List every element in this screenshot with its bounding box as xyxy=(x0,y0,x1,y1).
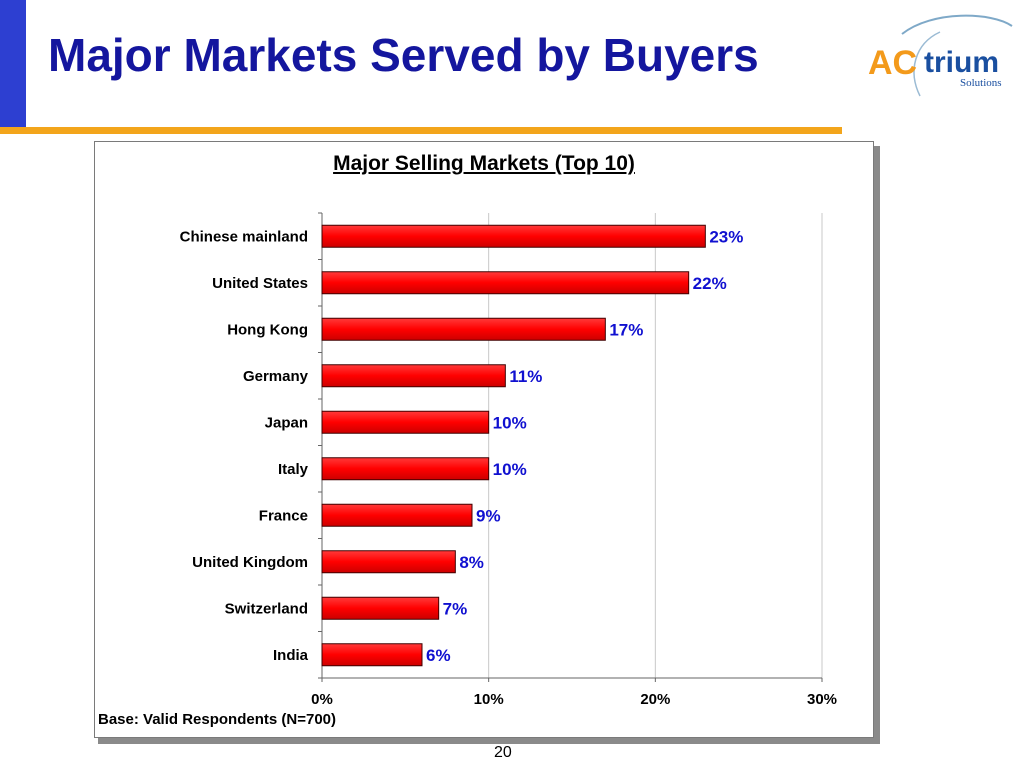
data-label: 17% xyxy=(609,320,643,339)
x-tick-label: 20% xyxy=(640,691,670,708)
bar xyxy=(321,503,473,527)
logo-subtitle: Solutions xyxy=(960,77,1002,89)
category-label: Japan xyxy=(265,414,308,431)
bar xyxy=(321,317,606,341)
logo-text-ac: AC xyxy=(868,44,917,82)
data-label: 11% xyxy=(509,367,542,386)
category-label: Chinese mainland xyxy=(180,228,308,245)
base-note: Base: Valid Respondents (N=700) xyxy=(98,711,336,728)
title-underline-rule xyxy=(0,127,842,134)
data-label: 10% xyxy=(493,460,527,479)
data-label: 6% xyxy=(426,646,451,665)
category-label: France xyxy=(259,507,308,524)
bar xyxy=(321,596,440,620)
actrium-logo: AC trium Solutions xyxy=(868,14,1013,97)
logo-arc xyxy=(913,31,941,97)
data-label: 10% xyxy=(493,413,527,432)
category-label: Italy xyxy=(278,461,309,478)
slide-title: Major Markets Served by Buyers xyxy=(48,29,759,81)
data-label: 23% xyxy=(709,227,743,246)
category-label: United States xyxy=(212,275,308,292)
chart-panel: 0% 10% 20% 30% Chinese mainland 23% United Sta… xyxy=(94,141,874,738)
data-label: 8% xyxy=(459,553,484,572)
bar-chart: 0% 10% 20% 30% Chinese mainland 23% United Sta… xyxy=(180,212,837,708)
category-label: Germany xyxy=(243,368,309,385)
x-tick-label: 30% xyxy=(807,691,837,708)
page-number: 20 xyxy=(494,744,512,761)
bar xyxy=(321,643,423,667)
category-label: India xyxy=(273,647,309,664)
chart-title: Major Selling Markets (Top 10) xyxy=(333,152,635,175)
data-label: 9% xyxy=(476,506,501,525)
data-label: 7% xyxy=(443,599,468,618)
bar xyxy=(321,224,706,248)
bar xyxy=(321,364,506,388)
x-tick-label: 0% xyxy=(311,691,333,708)
logo-text-trium: trium xyxy=(924,46,999,79)
category-label: Switzerland xyxy=(225,600,308,617)
bar xyxy=(321,271,690,295)
title-accent-strip xyxy=(0,0,26,128)
x-tick-label: 10% xyxy=(474,691,504,708)
bar xyxy=(321,550,456,574)
logo-swoosh xyxy=(901,14,1013,35)
category-label: Hong Kong xyxy=(227,321,308,338)
category-label: United Kingdom xyxy=(192,554,308,571)
bar xyxy=(321,410,490,434)
bar xyxy=(321,457,490,481)
data-label: 22% xyxy=(693,274,727,293)
